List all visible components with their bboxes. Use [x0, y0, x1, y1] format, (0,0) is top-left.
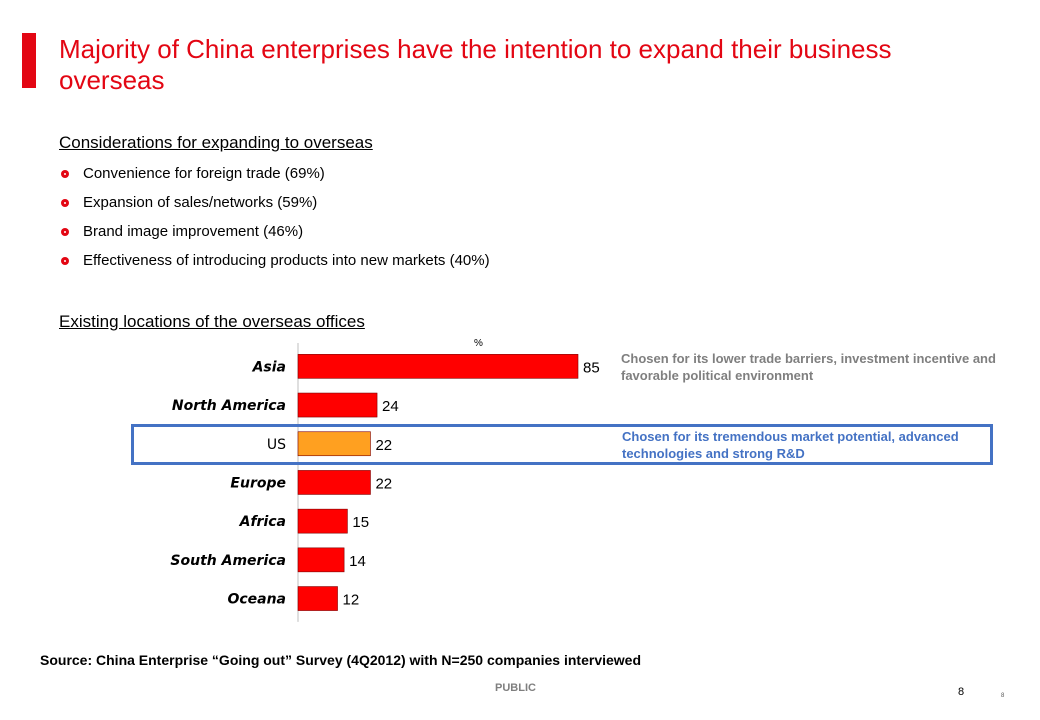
classification-label: PUBLIC: [495, 682, 536, 694]
slide-title: Majority of China enterprises have the i…: [59, 34, 892, 95]
category-label: Oceana: [227, 592, 286, 608]
bar: [297, 547, 345, 573]
source-note: Source: China Enterprise “Going out” Sur…: [40, 652, 642, 668]
data-label: 85: [583, 359, 600, 376]
bar: [297, 354, 579, 379]
category-label: Europe: [230, 475, 286, 491]
category-label: Africa: [239, 514, 286, 530]
bullet-text: Effectiveness of introducing products in…: [83, 252, 490, 269]
list-item: Expansion of sales/networks (59%): [59, 193, 490, 222]
locations-heading: Existing locations of the overseas offic…: [59, 312, 365, 331]
category-label: US: [267, 437, 286, 453]
bullet-text: Brand image improvement (46%): [83, 223, 304, 240]
bar: [297, 392, 378, 418]
bullet-icon: [61, 170, 69, 178]
bar: [297, 508, 348, 534]
data-label: 14: [349, 553, 366, 570]
us-highlight-box: [131, 424, 993, 465]
data-label: 24: [382, 398, 399, 415]
page-number-small: 8: [1001, 693, 1005, 699]
data-label: 22: [375, 437, 392, 454]
considerations-list: Convenience for foreign trade (69%) Expa…: [59, 164, 490, 280]
us-note: Chosen for its tremendous market potenti…: [622, 429, 959, 461]
title-accent-bar: [22, 33, 36, 88]
asia-note: Chosen for its lower trade barriers, inv…: [621, 351, 996, 383]
bullet-text: Convenience for foreign trade (69%): [83, 165, 325, 182]
data-label: 22: [375, 475, 392, 492]
category-label: South America: [170, 553, 286, 569]
bullet-icon: [61, 257, 69, 265]
considerations-heading: Considerations for expanding to overseas: [59, 133, 373, 152]
list-item: Effectiveness of introducing products in…: [59, 251, 490, 280]
category-label: Asia: [252, 359, 286, 375]
page-number: 8: [958, 686, 965, 698]
unit-label: %: [474, 338, 483, 349]
bar: [297, 470, 371, 495]
bullet-icon: [61, 199, 69, 207]
data-label: 12: [343, 592, 360, 609]
chart-bars: % Asia 85 North America 24 US 22 Europe 22 Africa…: [170, 338, 600, 622]
bullet-text: Expansion of sales/networks (59%): [83, 194, 318, 211]
bullet-icon: [61, 228, 69, 236]
bar: [297, 586, 338, 611]
list-item: Brand image improvement (46%): [59, 222, 490, 251]
list-item: Convenience for foreign trade (69%): [59, 164, 490, 193]
category-label: North America: [172, 398, 286, 414]
bar: [297, 431, 371, 457]
data-label: 15: [352, 514, 369, 531]
